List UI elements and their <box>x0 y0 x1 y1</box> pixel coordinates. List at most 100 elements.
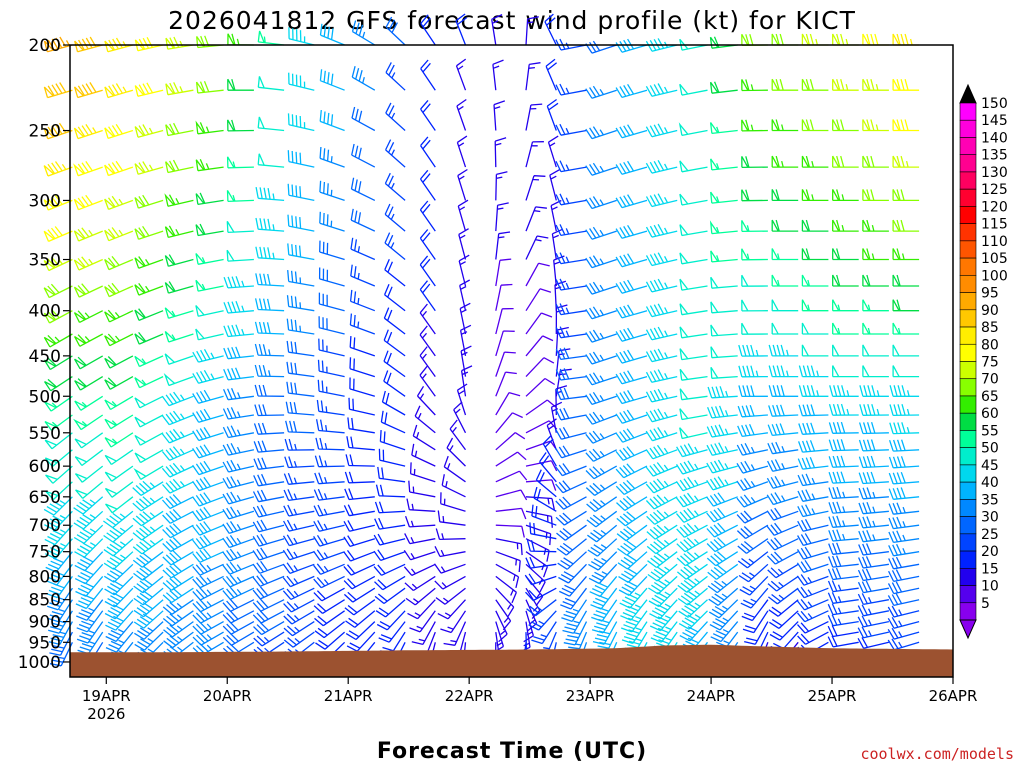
colorbar-label: 70 <box>981 372 999 388</box>
wind-barb <box>74 551 104 572</box>
wind-barb <box>888 487 920 500</box>
y-tick-label: 600 <box>29 457 61 477</box>
wind-barb <box>648 575 678 595</box>
colorbar-label: 15 <box>981 561 999 577</box>
wind-barb <box>346 436 375 451</box>
wind-barb <box>738 365 768 378</box>
wind-barb <box>589 575 618 597</box>
wind-barb <box>495 507 527 520</box>
wind-barb <box>449 419 467 451</box>
wind-barb <box>376 610 406 631</box>
wind-barb <box>313 520 345 532</box>
wind-barb <box>455 58 467 91</box>
wind-barb <box>592 621 618 645</box>
wind-barb <box>706 537 739 553</box>
wind-barb <box>492 59 504 91</box>
wind-barb <box>46 576 73 599</box>
wind-barb <box>226 221 254 234</box>
wind-barb <box>491 14 503 46</box>
wind-barb <box>862 33 889 46</box>
wind-barb <box>75 575 104 597</box>
wind-barb <box>797 473 829 487</box>
wind-barb <box>679 224 708 237</box>
wind-barb <box>744 621 769 645</box>
colorbar-swatch <box>959 481 977 500</box>
wind-barb <box>283 472 315 485</box>
wind-barb <box>645 369 678 383</box>
wind-barb <box>889 404 920 417</box>
wind-barb <box>706 424 738 438</box>
wind-barb <box>47 599 73 623</box>
wind-barb <box>888 502 920 515</box>
wind-barb <box>104 376 134 390</box>
wind-barb <box>645 348 678 363</box>
wind-barb <box>287 150 315 168</box>
y-tick-label: 450 <box>29 347 61 367</box>
wind-barb <box>134 395 164 409</box>
wind-barb <box>706 442 738 456</box>
wind-barb <box>709 220 738 235</box>
wind-barb <box>195 158 224 172</box>
wind-barb <box>163 631 194 649</box>
wind-barb <box>741 189 768 202</box>
wind-barb <box>192 599 224 613</box>
colorbar-swatch <box>959 567 977 586</box>
wind-barb <box>555 407 587 421</box>
wind-barb <box>434 575 466 590</box>
wind-barb <box>495 587 515 618</box>
wind-barb <box>615 253 648 268</box>
wind-barb <box>73 283 103 298</box>
wind-barb <box>313 549 345 562</box>
wind-barb <box>195 223 224 237</box>
wind-barb <box>132 496 164 512</box>
wind-barb <box>319 69 345 91</box>
wind-barb <box>252 519 285 533</box>
wind-barb <box>741 220 768 233</box>
wind-barb <box>525 556 557 569</box>
wind-barb <box>74 355 104 370</box>
wind-barb <box>766 492 799 506</box>
wind-barb <box>285 401 315 416</box>
wind-barb <box>419 229 436 260</box>
wind-barb <box>525 551 549 578</box>
plot-frame <box>69 44 954 678</box>
wind-barb <box>741 274 768 287</box>
wind-barb <box>134 621 164 640</box>
wind-barb <box>383 329 406 357</box>
wind-barb <box>162 563 194 579</box>
wind-barb <box>318 292 345 312</box>
wind-barb <box>709 36 738 49</box>
y-tick-label: 900 <box>29 613 61 633</box>
wind-barb <box>285 420 315 434</box>
wind-barb <box>679 427 708 440</box>
wind-barb <box>253 621 285 636</box>
wind-barb <box>283 504 315 517</box>
wind-barb <box>615 349 648 364</box>
wind-barb <box>615 304 648 319</box>
wind-barb <box>710 324 738 337</box>
wind-barb <box>708 587 739 606</box>
wind-barb <box>287 113 315 132</box>
wind-barb <box>284 438 315 451</box>
wind-barb <box>585 411 617 425</box>
wind-barb <box>645 462 678 477</box>
wind-barb <box>348 397 375 416</box>
wind-barb <box>615 428 648 443</box>
x-tick-label: 25APR <box>808 687 857 705</box>
wind-barb <box>313 575 345 589</box>
wind-barb <box>192 427 224 442</box>
wind-barb <box>313 587 345 602</box>
wind-barb <box>192 444 224 459</box>
wind-barb <box>252 489 285 503</box>
wind-barb <box>73 524 104 544</box>
wind-barb <box>585 255 617 269</box>
wind-barb <box>562 610 588 634</box>
wind-barb <box>252 547 285 561</box>
y-tick-label: 250 <box>29 122 61 142</box>
wind-barb <box>379 430 406 451</box>
wind-barb <box>283 621 315 637</box>
wind-barb <box>349 336 376 357</box>
wind-barb <box>796 559 829 574</box>
wind-barb <box>741 119 768 132</box>
